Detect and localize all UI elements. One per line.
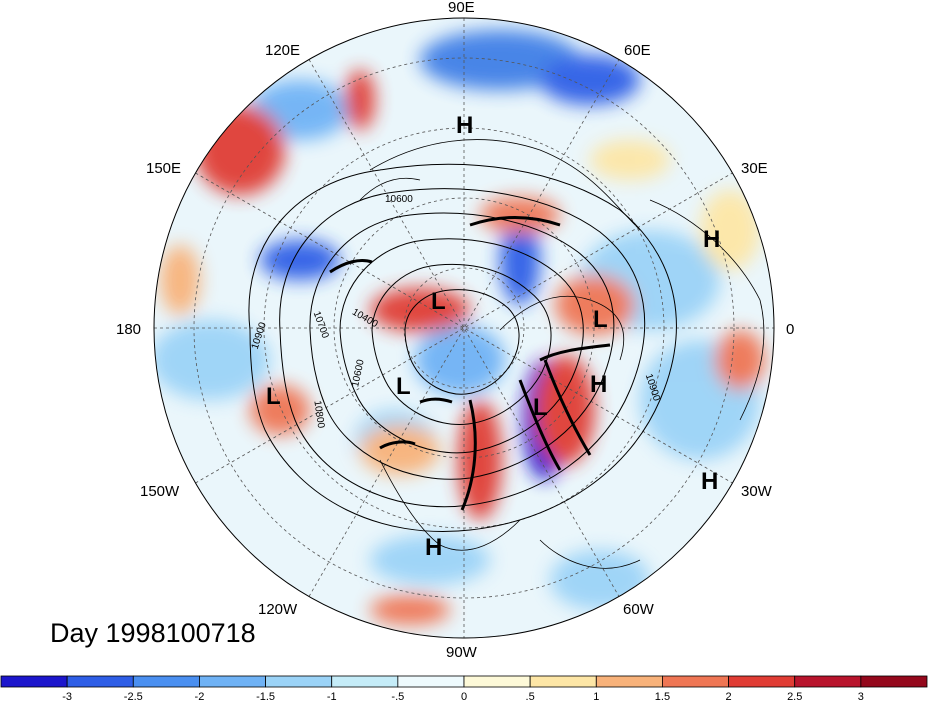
colorbar-box	[595, 675, 663, 688]
colorbar-tick-label: 3	[858, 691, 864, 702]
colorbar-tick-label: .5	[526, 691, 535, 702]
contour-label: 10600	[385, 194, 413, 205]
colorbar-box	[331, 675, 399, 688]
lon-label-60w: 60W	[623, 601, 655, 618]
anomaly-field	[154, 18, 774, 638]
day-label: Day 1998100718	[50, 618, 256, 648]
colorbar-boxes	[0, 675, 928, 688]
colorbar-box	[199, 675, 266, 688]
longitude-labels: 90E 60E 30E 0 30W 60W 90W 120W 150W 180 …	[116, 0, 794, 661]
lon-label-90e: 90E	[448, 0, 475, 16]
lon-label-90w: 90W	[446, 644, 478, 661]
colorbar-tick-label: 1.5	[655, 691, 670, 702]
lon-label-150e: 150E	[146, 160, 181, 177]
colorbar-ticks: -3 -2.5 -2 -1.5 -1 -.5 0 .5 1 1.5 2 2.5 3	[62, 691, 864, 702]
colorbar-tick-label: -3	[62, 691, 72, 702]
colorbar-box	[0, 675, 68, 688]
colorbar-tick-label: 0	[461, 691, 467, 702]
colorbar-tick-label: -.5	[391, 691, 404, 702]
high-pressure-label: H	[456, 112, 473, 139]
colorbar-box	[529, 675, 597, 688]
lon-label-60e: 60E	[624, 42, 651, 59]
colorbar-box	[397, 675, 465, 688]
high-pressure-label: H	[703, 226, 720, 253]
colorbar-tick-label: -1.5	[256, 691, 275, 702]
lon-label-120e: 120E	[265, 42, 300, 59]
low-pressure-label: L	[396, 373, 411, 400]
colorbar-tick-label: -1	[327, 691, 337, 702]
low-pressure-label: L	[266, 383, 281, 410]
colorbar-tick-label: 2	[726, 691, 732, 702]
high-pressure-label: H	[425, 534, 442, 561]
low-pressure-label: L	[593, 306, 608, 333]
graticule	[154, 18, 774, 638]
lon-label-30e: 30E	[741, 160, 768, 177]
lon-label-30w: 30W	[741, 483, 773, 500]
colorbar-tick-label: -2	[195, 691, 205, 702]
lon-label-180: 180	[116, 321, 141, 338]
lon-label-120w: 120W	[258, 601, 298, 618]
colorbar-box	[728, 675, 796, 688]
colorbar-box	[860, 675, 928, 688]
colorbar: -3 -2.5 -2 -1.5 -1 -.5 0 .5 1 1.5 2 2.5 3	[0, 675, 928, 702]
high-pressure-label: H	[701, 468, 718, 495]
lon-label-0: 0	[786, 321, 794, 338]
high-pressure-label: H	[590, 371, 607, 398]
contour-label: 10800	[311, 400, 326, 430]
colorbar-box	[265, 675, 333, 688]
low-pressure-label: L	[533, 394, 548, 421]
colorbar-tick-label: 1	[593, 691, 599, 702]
lon-label-150w: 150W	[140, 483, 180, 500]
colorbar-box	[66, 675, 134, 688]
colorbar-tick-label: -2.5	[124, 691, 143, 702]
jet-streaks	[329, 216, 611, 511]
height-contours	[248, 163, 677, 532]
pressure-systems: H H H H H L L L L L	[266, 112, 720, 561]
colorbar-box	[794, 675, 862, 688]
colorbar-box	[662, 675, 729, 688]
colorbar-box	[463, 675, 531, 688]
low-pressure-label: L	[431, 288, 446, 315]
colorbar-tick-label: 2.5	[787, 691, 802, 702]
colorbar-box	[132, 675, 200, 688]
